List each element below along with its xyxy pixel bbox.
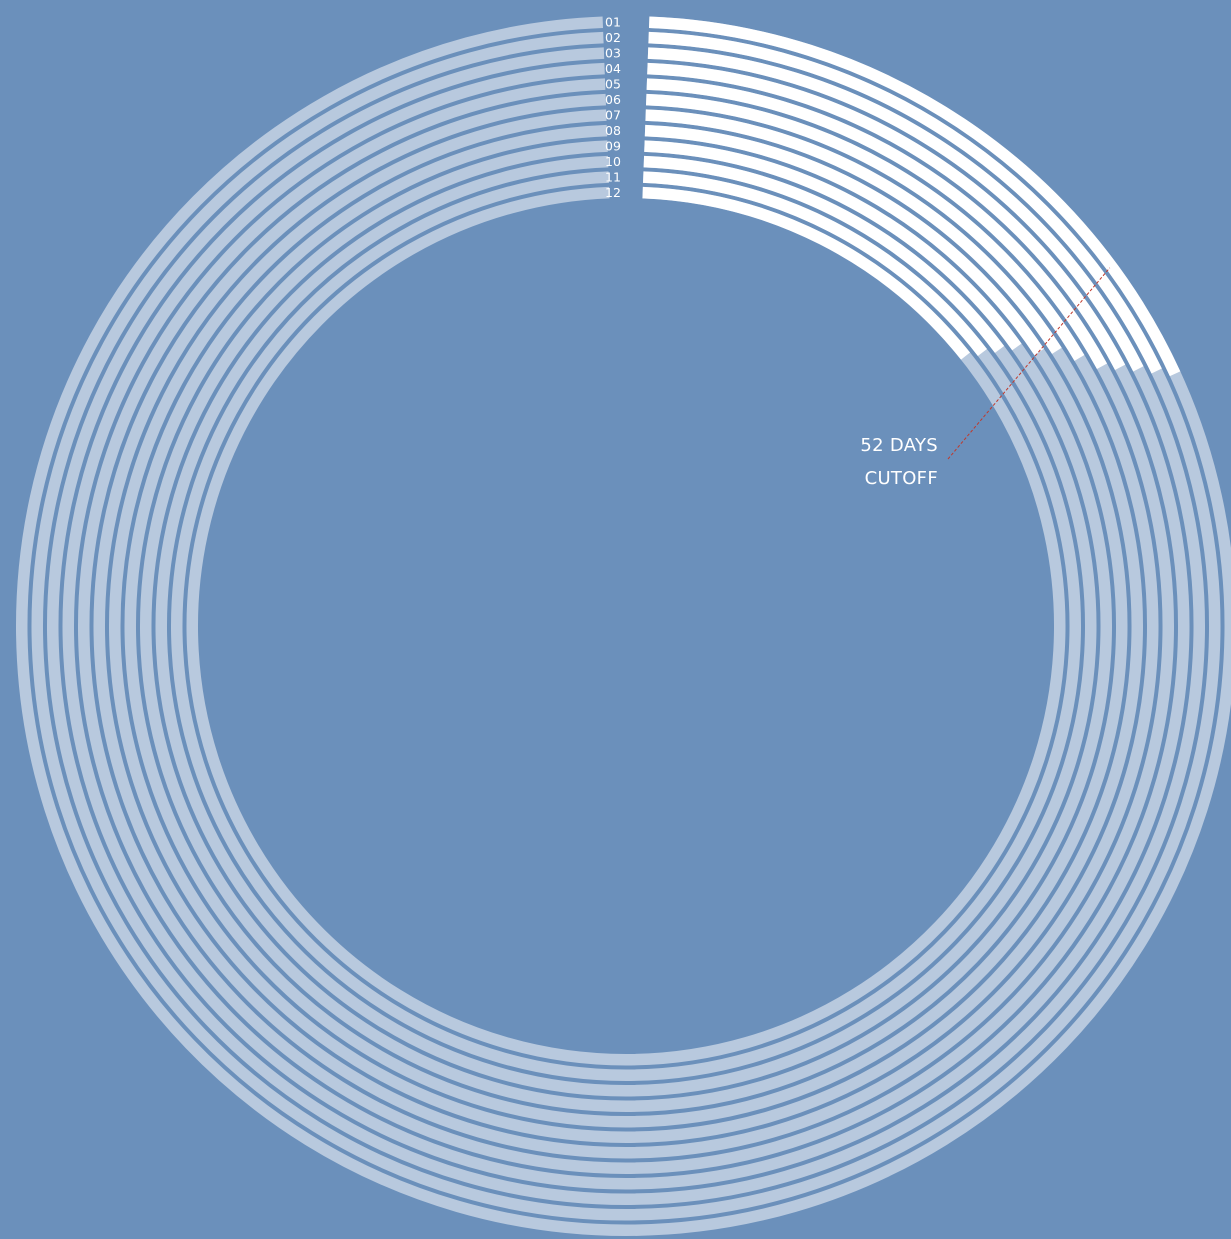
ring-value-09 [644, 140, 1022, 351]
ring-label-12: 12 [605, 185, 621, 200]
ring-track-11 [171, 171, 1081, 1081]
ring-track-03 [47, 47, 1205, 1205]
ring-value-05 [646, 78, 1108, 370]
ring-label-07: 07 [605, 107, 621, 122]
ring-label-01: 01 [605, 14, 621, 29]
ring-label-04: 04 [605, 61, 621, 76]
ring-label-05: 05 [605, 76, 621, 91]
ring-value-03 [647, 47, 1144, 372]
cutoff-line [947, 267, 1111, 460]
ring-track-08 [124, 124, 1128, 1128]
ring-value-07 [645, 109, 1062, 354]
ring-value-08 [644, 124, 1044, 356]
cutoff-label-line1: 52 DAYS [860, 435, 938, 456]
ring-value-01 [648, 16, 1181, 377]
ring-value-02 [648, 31, 1162, 374]
ring-track-04 [62, 62, 1190, 1190]
ring-label-09: 09 [605, 138, 621, 153]
ring-track-12 [186, 186, 1066, 1066]
ring-label-11: 11 [605, 169, 621, 184]
ring-value-12 [642, 186, 971, 360]
cutoff-label-line2: CUTOFF [865, 468, 938, 489]
ring-value-06 [645, 93, 1085, 361]
ring-label-03: 03 [605, 45, 621, 60]
ring-track-09 [140, 140, 1112, 1112]
ring-value-04 [647, 62, 1126, 370]
rings-layer [16, 16, 1231, 1237]
ring-value-11 [643, 171, 987, 357]
ring-track-07 [109, 109, 1143, 1143]
ring-track-01 [16, 16, 1231, 1237]
ring-track-06 [93, 93, 1159, 1159]
ring-track-02 [31, 31, 1221, 1221]
ring-label-08: 08 [605, 123, 621, 138]
ring-label-02: 02 [605, 30, 621, 45]
ring-label-10: 10 [605, 154, 621, 169]
ring-label-06: 06 [605, 92, 621, 107]
ring-value-10 [643, 155, 1005, 353]
ring-track-10 [155, 155, 1097, 1097]
